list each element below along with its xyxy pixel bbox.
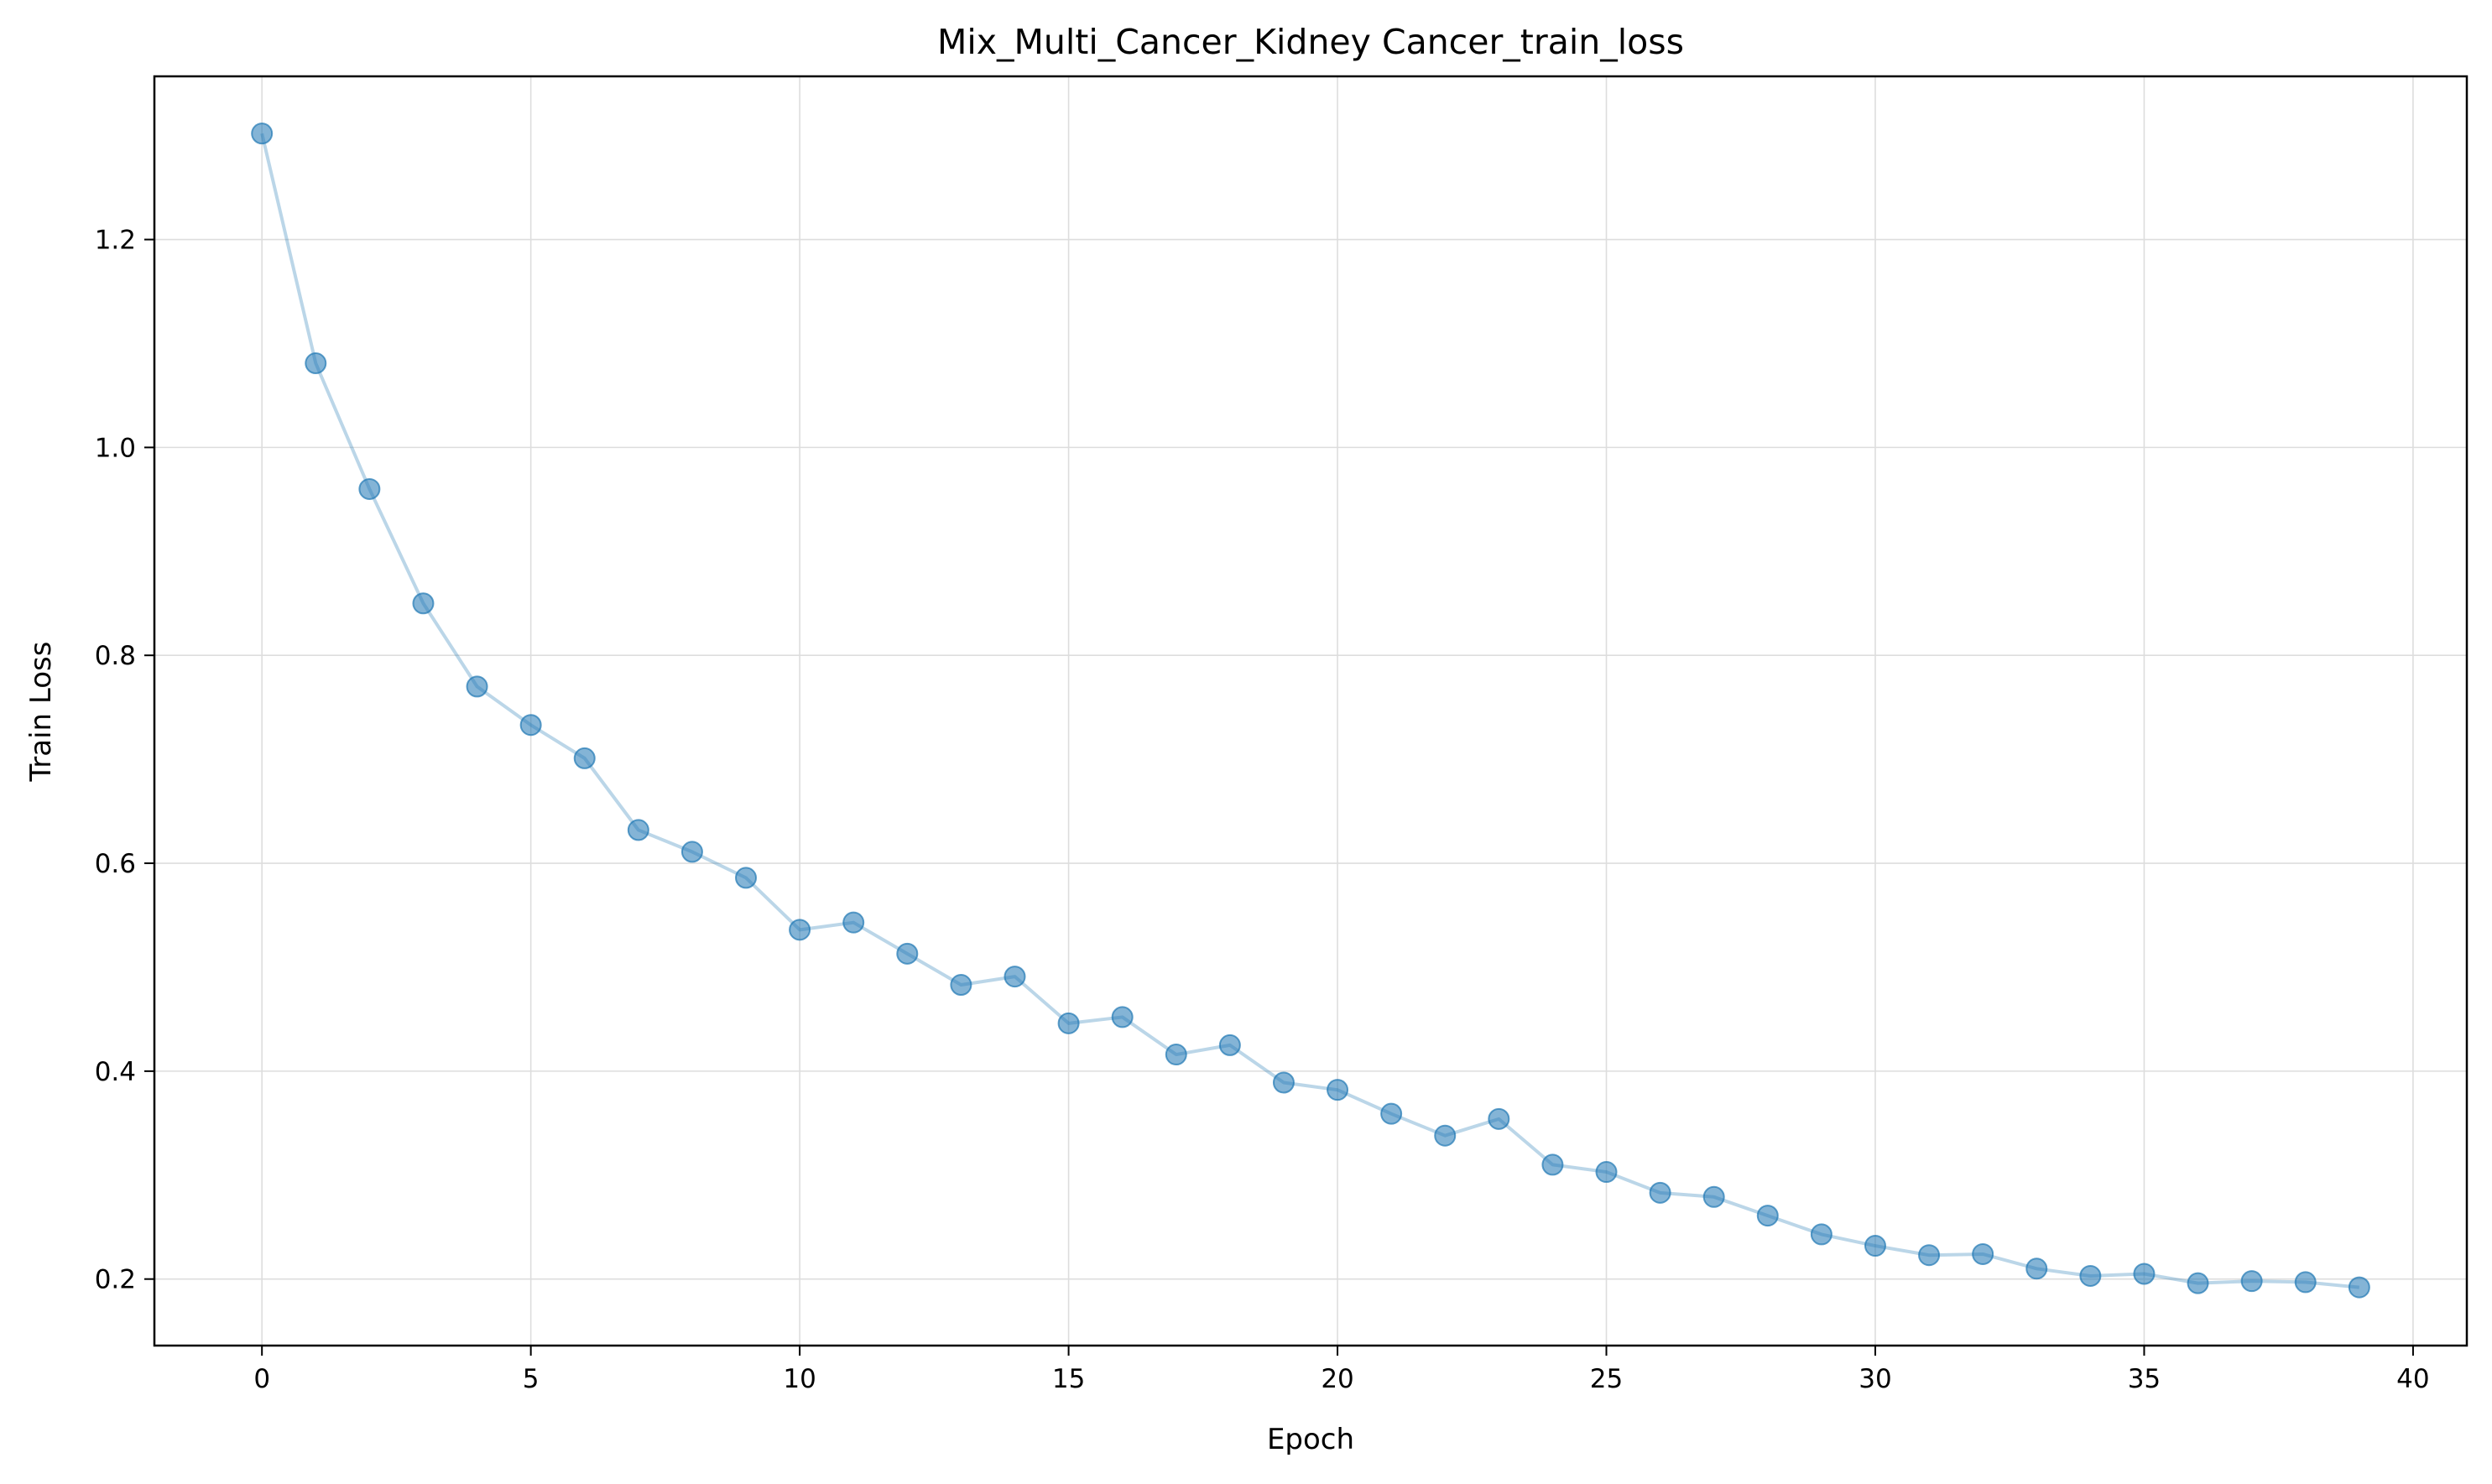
chart-title: Mix_Multi_Cancer_Kidney Cancer_train_los… [937,22,1684,62]
y-tick-label: 0.8 [95,641,136,671]
y-tick-label: 1.0 [95,433,136,463]
data-point [842,911,865,934]
y-tick-label: 1.2 [95,226,136,256]
plot-area-frame [153,75,2469,1347]
y-axis-label: Train Loss [24,642,58,783]
data-point [627,819,649,841]
data-point [1272,1071,1295,1094]
data-point [2079,1264,2102,1287]
data-point [305,352,327,375]
data-point [2133,1263,2156,1285]
data-point [466,675,488,698]
data-point [1649,1181,1671,1204]
y-tick-label: 0.4 [95,1057,136,1087]
x-tick-label: 35 [2128,1364,2161,1394]
x-tick-label: 5 [523,1364,540,1394]
data-point [251,122,274,145]
x-tick-label: 30 [1859,1364,1891,1394]
data-point [1111,1006,1134,1028]
data-point [950,974,972,997]
data-point [412,592,435,615]
data-point [519,714,542,737]
series-line [260,133,2360,1289]
x-tick-label: 20 [1321,1364,1353,1394]
data-point [1541,1153,1564,1176]
y-tick-label: 0.6 [95,849,136,879]
axis-ticks: 0 5 10 15 20 25 30 35 40 0.2 0.4 0.6 0.8 1.0 1.2 [95,226,2430,1394]
data-point [1972,1242,1994,1265]
data-point [1380,1102,1403,1125]
x-tick-label: 25 [1590,1364,1623,1394]
x-axis-label: Epoch [1267,1423,1354,1456]
data-point [735,867,758,889]
data-point [1595,1161,1618,1184]
data-point [1057,1012,1080,1034]
data-point [1702,1185,1725,1208]
y-tick-label: 0.2 [95,1265,136,1295]
x-tick-label: 0 [253,1364,270,1394]
data-point [1810,1223,1833,1246]
data-point [2348,1276,2370,1299]
data-point [573,747,596,769]
data-point [1864,1235,1886,1257]
data-point [1327,1079,1349,1101]
data-point [1488,1107,1510,1130]
data-point [1218,1034,1241,1056]
data-point [1756,1205,1779,1227]
data-point [2294,1271,2317,1294]
data-point [789,919,811,941]
x-tick-label: 15 [1052,1364,1085,1394]
data-point [2187,1272,2209,1294]
data-point [2240,1270,2263,1293]
data-point [1434,1124,1457,1147]
data-point [896,942,919,965]
data-point [680,841,703,863]
data-point [2025,1257,2048,1280]
data-point [1918,1244,1941,1267]
data-series [251,122,2370,1299]
x-tick-label: 10 [783,1364,816,1394]
data-point [1004,966,1026,988]
data-point [358,477,381,500]
x-tick-label: 40 [2396,1364,2429,1394]
data-point [1165,1044,1187,1066]
